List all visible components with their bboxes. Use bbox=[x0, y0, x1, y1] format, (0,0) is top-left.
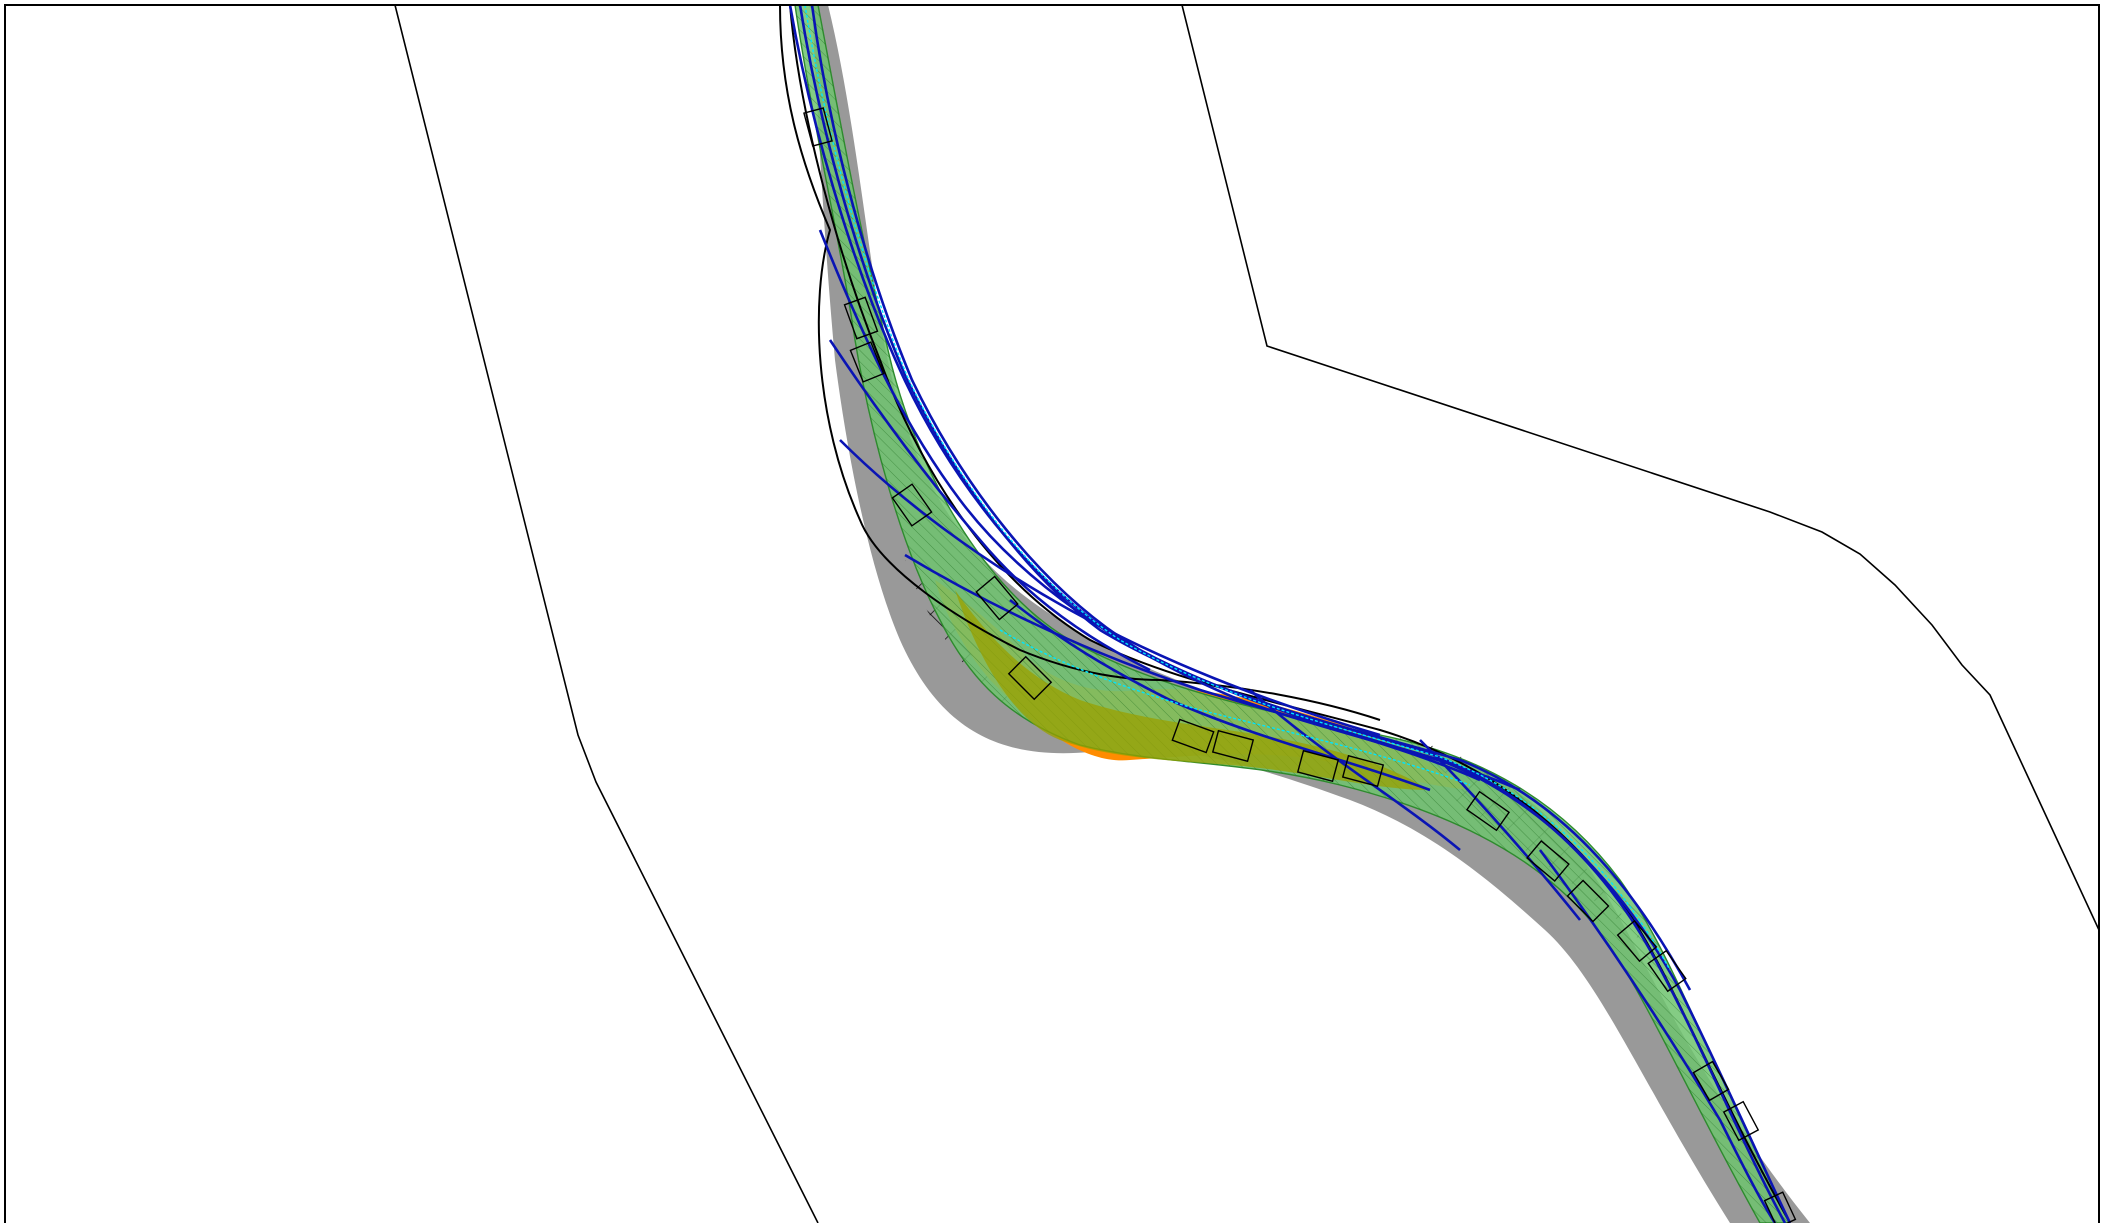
cyan-trajectory-bundle bbox=[804, 5, 1671, 971]
vehicle-box bbox=[1692, 1060, 1730, 1102]
vehicle-box bbox=[1465, 790, 1511, 832]
cyan-trajectory-line bbox=[999, 629, 1471, 786]
trajectory-line bbox=[828, 339, 1151, 672]
vehicle-markers bbox=[803, 107, 1797, 1223]
occupancy-corridor bbox=[812, 5, 1810, 1223]
vehicle-box bbox=[1211, 729, 1255, 763]
vehicle-box bbox=[1341, 754, 1385, 788]
vehicle-box bbox=[849, 341, 885, 383]
trajectory-line bbox=[1249, 689, 1461, 851]
trajectory-line bbox=[1538, 849, 1777, 1223]
vehicle-box bbox=[1296, 749, 1340, 783]
trajectory-line bbox=[1419, 739, 1582, 921]
vehicle-box bbox=[891, 483, 933, 527]
trajectory-line bbox=[1009, 598, 1431, 792]
vehicle-box bbox=[1722, 1100, 1760, 1142]
vehicle-box bbox=[1763, 1191, 1797, 1223]
overlap-region bbox=[955, 590, 1430, 790]
vehicle-box bbox=[975, 575, 1019, 621]
vehicle-box bbox=[1566, 879, 1610, 923]
reference-path-left bbox=[779, 5, 1381, 721]
right-road-boundary bbox=[1181, 5, 2099, 931]
plot-frame bbox=[4, 4, 2100, 1223]
left-road-boundary bbox=[394, 5, 819, 1223]
vehicle-box bbox=[1171, 718, 1215, 754]
vehicle-box bbox=[1647, 949, 1687, 993]
vehicle-box bbox=[843, 296, 879, 340]
trajectory-line bbox=[839, 439, 1381, 737]
cyan-trajectory-line bbox=[804, 5, 1671, 971]
vehicle-box bbox=[803, 107, 833, 147]
vehicle-box bbox=[1526, 840, 1570, 882]
plot-content bbox=[394, 5, 2099, 1223]
vehicle-box bbox=[1616, 919, 1658, 963]
vehicle-box bbox=[1007, 655, 1053, 701]
